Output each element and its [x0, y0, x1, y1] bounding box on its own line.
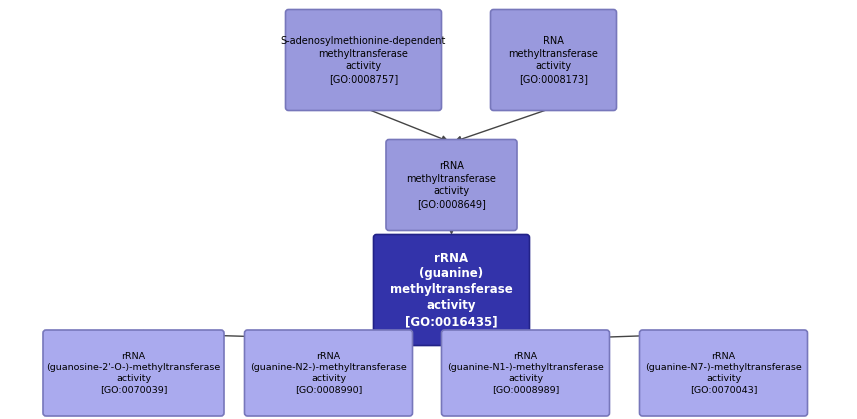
FancyBboxPatch shape — [285, 10, 441, 111]
FancyBboxPatch shape — [244, 330, 412, 416]
FancyBboxPatch shape — [441, 330, 609, 416]
Text: RNA
methyltransferase
activity
[GO:0008173]: RNA methyltransferase activity [GO:00081… — [508, 36, 598, 84]
Text: rRNA
(guanine)
methyltransferase
activity
[GO:0016435]: rRNA (guanine) methyltransferase activit… — [390, 251, 512, 328]
Text: rRNA
(guanine-N2-)-methyltransferase
activity
[GO:0008990]: rRNA (guanine-N2-)-methyltransferase act… — [250, 352, 407, 394]
FancyBboxPatch shape — [374, 235, 530, 346]
FancyBboxPatch shape — [386, 140, 517, 230]
Text: rRNA
(guanine-N1-)-methyltransferase
activity
[GO:0008989]: rRNA (guanine-N1-)-methyltransferase act… — [447, 352, 604, 394]
Text: rRNA
methyltransferase
activity
[GO:0008649]: rRNA methyltransferase activity [GO:0008… — [406, 161, 496, 209]
FancyBboxPatch shape — [43, 330, 224, 416]
FancyBboxPatch shape — [639, 330, 807, 416]
Text: rRNA
(guanine-N7-)-methyltransferase
activity
[GO:0070043]: rRNA (guanine-N7-)-methyltransferase act… — [645, 352, 802, 394]
FancyBboxPatch shape — [490, 10, 616, 111]
Text: rRNA
(guanosine-2'-O-)-methyltransferase
activity
[GO:0070039]: rRNA (guanosine-2'-O-)-methyltransferase… — [46, 352, 220, 394]
Text: S-adenosylmethionine-dependent
methyltransferase
activity
[GO:0008757]: S-adenosylmethionine-dependent methyltra… — [281, 36, 446, 84]
